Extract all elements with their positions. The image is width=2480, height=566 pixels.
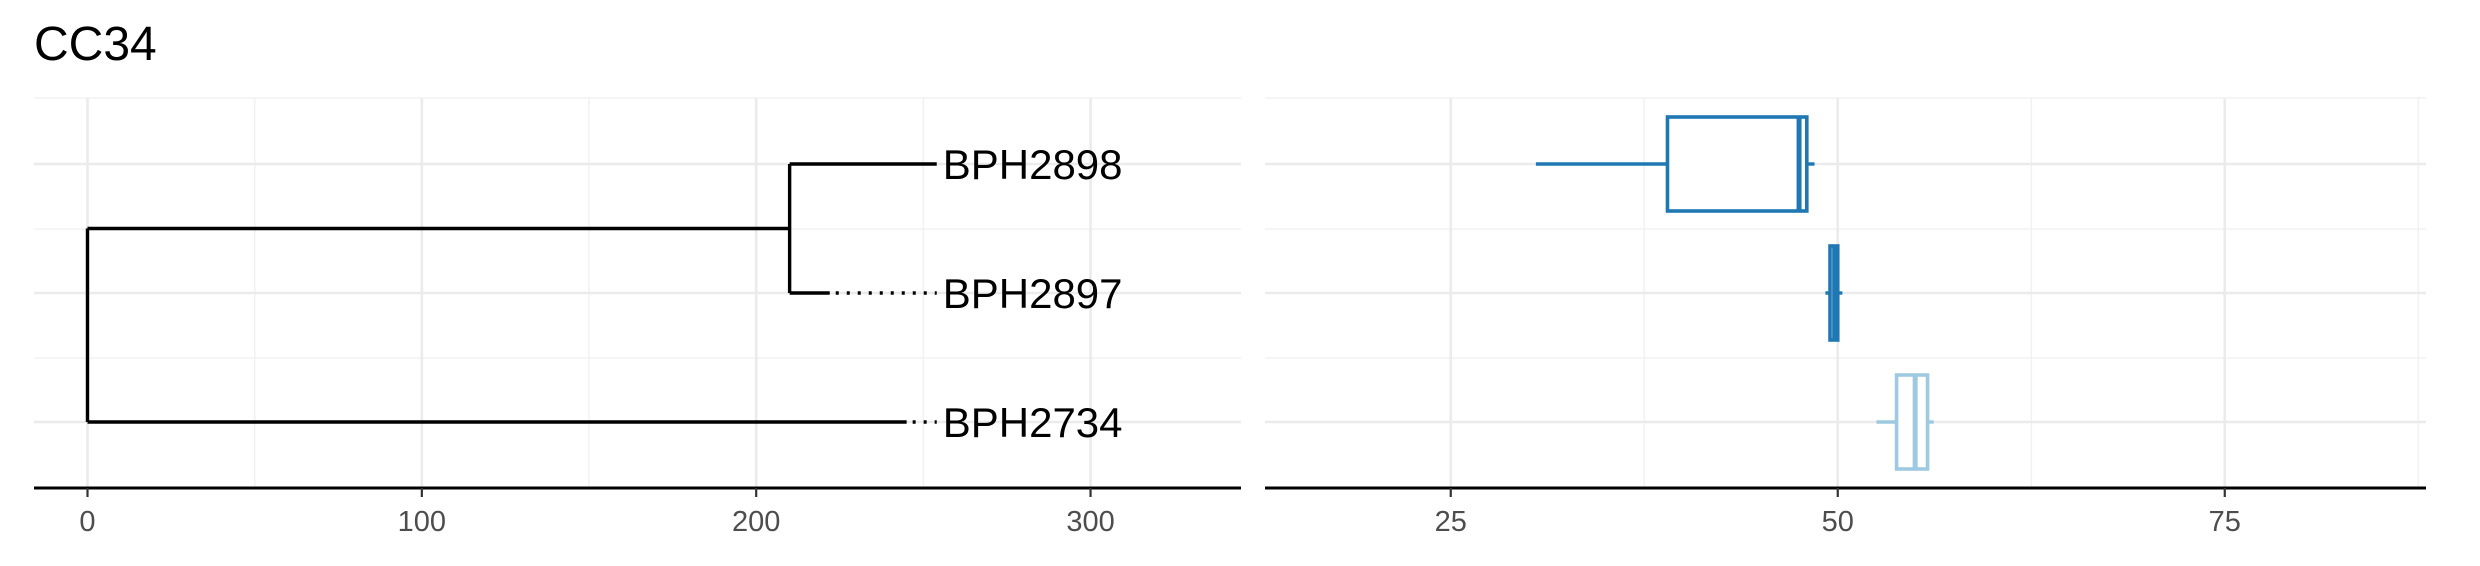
tree-tip-label: BPH2897 — [943, 270, 1123, 317]
boxplot-panel: 25 50 75 — [1265, 97, 2426, 538]
tree-panel: BPH2898 BPH2897 BPH2734 0 100 200 300 — [34, 97, 1241, 538]
tree-x-tick-label: 100 — [398, 506, 446, 538]
boxplot-BPH2898 — [1535, 115, 1815, 213]
box-x-tick-label: 50 — [1822, 506, 1854, 538]
box-x-tick-label: 25 — [1435, 506, 1467, 538]
tree-x-tick-label: 0 — [79, 506, 95, 538]
boxplot-BPH2734 — [1876, 373, 1934, 471]
tree-tip-label: BPH2898 — [943, 141, 1123, 188]
box-x-tick-label: 75 — [2209, 506, 2241, 538]
tree-tip-label: BPH2734 — [943, 399, 1123, 446]
chart-title: CC34 — [34, 18, 157, 71]
tree-x-tick-label: 200 — [732, 506, 780, 538]
box-iqr — [1894, 373, 1930, 471]
tree-x-tick-label: 300 — [1066, 506, 1114, 538]
box-iqr — [1665, 115, 1809, 213]
boxplot-BPH2897 — [1825, 244, 1843, 342]
